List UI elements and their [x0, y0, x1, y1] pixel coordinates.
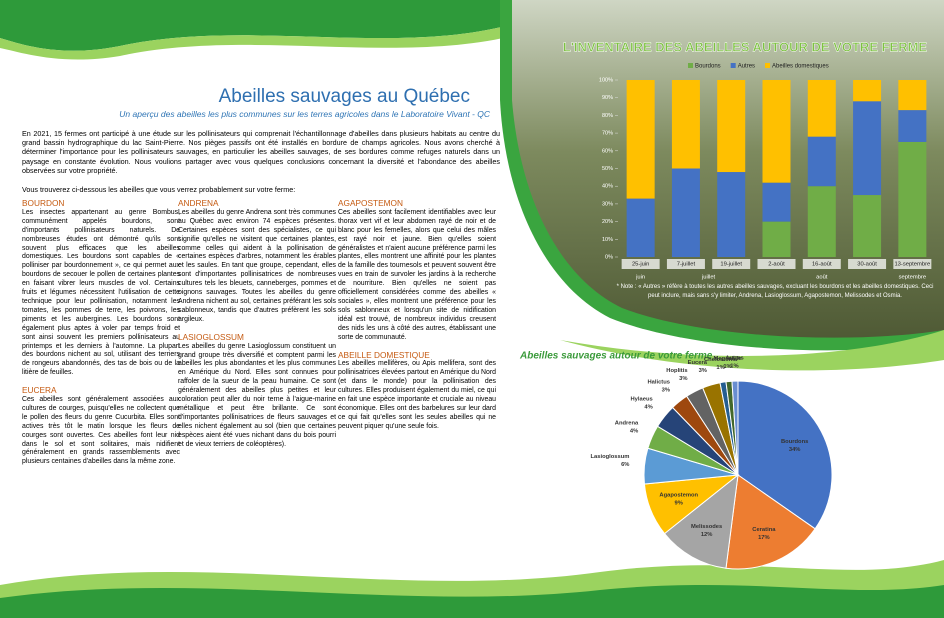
slice-label: Autres [725, 356, 743, 362]
bar-segment [853, 195, 881, 257]
bar-segment [717, 172, 745, 257]
slice-label: Ceratina [752, 527, 776, 533]
x-group-label: août [816, 275, 828, 281]
legend-label: Bourdons [695, 64, 721, 70]
section-heading: Eucera [22, 386, 180, 395]
y-tick-label: 10% [602, 237, 613, 243]
slice-value: 9% [675, 501, 683, 507]
x-tick-label: 30-août [857, 262, 877, 268]
bar-segment [717, 80, 745, 172]
slice-value: 34% [789, 447, 801, 453]
section-text: Les abeilles mellifères, ou Apis mellife… [338, 360, 496, 431]
page: L'INVENTAIRE DES ABEILLES AUTOUR DE VOTR… [0, 0, 944, 618]
slice-value: 12% [701, 532, 713, 538]
y-tick-label: 50% [602, 166, 613, 172]
bar-segment [898, 142, 926, 257]
chart-note: * Note : « Autres » réfère à toutes les … [610, 283, 940, 301]
section-text: Les abeilles du genre Andrena sont très … [178, 209, 336, 325]
bar-segment [763, 80, 791, 183]
legend-label: Abeilles domestiques [772, 64, 829, 70]
bar-segment [672, 169, 700, 258]
slice-value: 3% [662, 387, 670, 393]
bar-segment [763, 222, 791, 257]
legend-label: Autres [738, 64, 755, 70]
y-tick-label: 100% [599, 77, 613, 83]
section-text: Les abeilles du genre Lasioglossum const… [178, 343, 336, 450]
slice-value: 17% [758, 535, 770, 541]
bar-segment [808, 186, 836, 257]
slice-value: 3% [699, 368, 707, 374]
slice-value: 6% [621, 462, 629, 468]
chart-title: Abeilles sauvages autour de votre ferme [519, 351, 713, 362]
section-heading: Agapostemon [338, 199, 496, 208]
chart-title: L'INVENTAIRE DES ABEILLES AUTOUR DE VOTR… [563, 39, 928, 54]
bar-segment [627, 80, 655, 199]
section-text: Ces abeilles sont généralement associées… [22, 396, 180, 467]
column: AndrenaLes abeilles du genre Andrena son… [178, 197, 336, 451]
x-group-label: juin [635, 275, 645, 281]
subtitle: Un aperçu des abeilles les plus communes… [20, 109, 490, 119]
bar-segment [627, 199, 655, 257]
section-text: Ces abeilles sont facilement identifiabl… [338, 209, 496, 343]
x-tick-label: 13-septembre [894, 262, 930, 268]
y-tick-label: 0% [605, 254, 613, 260]
x-tick-label: 16-août [812, 262, 832, 268]
y-tick-label: 80% [602, 113, 613, 119]
y-tick-label: 70% [602, 131, 613, 137]
x-tick-label: 2-août [768, 262, 785, 268]
slice-label: Bourdons [781, 439, 808, 445]
x-group-label: juillet [701, 275, 716, 281]
slice-value: 1% [730, 364, 738, 370]
x-tick-label: 25-juin [632, 262, 649, 268]
slice-value: 4% [644, 405, 652, 411]
bar-segment [853, 101, 881, 195]
section-heading: Lasioglossum [178, 333, 336, 342]
x-tick-label: 7-juillet [677, 262, 696, 268]
legend-swatch [731, 63, 736, 68]
bar-segment [672, 80, 700, 169]
legend-swatch [688, 63, 693, 68]
y-tick-label: 60% [602, 148, 613, 154]
title: Abeilles sauvages au Québec [150, 86, 470, 108]
bar-segment [853, 80, 881, 101]
section-heading: Andrena [178, 199, 336, 208]
bar-segment [763, 183, 791, 222]
slice-label: Melissodes [691, 524, 722, 530]
column: BourdonLes insectes appartenant au genre… [22, 197, 180, 469]
legend-swatch [765, 63, 770, 68]
slice-label: Hylaeus [631, 397, 653, 403]
slice-label: Hoplitis [666, 368, 687, 374]
y-tick-label: 20% [602, 219, 613, 225]
slice-label: Agapostemon [659, 493, 698, 499]
bar-segment [808, 137, 836, 187]
slice-label: Lasioglossum [590, 454, 629, 460]
column: AgapostemonCes abeilles sont facilement … [338, 197, 496, 434]
bar-segment [898, 80, 926, 110]
slice-label: Halictus [647, 379, 670, 385]
section-text: Les insectes appartenant au genre Bombus… [22, 209, 180, 378]
section-heading: Bourdon [22, 199, 180, 208]
intro: En 2021, 15 fermes ont participé à une é… [22, 129, 500, 175]
x-tick-label: 19-juillet [720, 262, 742, 268]
slice-value: 3% [679, 376, 687, 382]
slice-label: Andrena [615, 420, 639, 426]
y-tick-label: 30% [602, 201, 613, 207]
bar-segment [808, 80, 836, 137]
y-tick-label: 40% [602, 184, 613, 190]
x-group-label: septembre [899, 275, 926, 281]
lead: Vous trouverez ci-dessous les abeilles q… [22, 185, 492, 194]
slice-value: 4% [630, 428, 638, 434]
section-heading: Abeille domestique [338, 351, 496, 360]
bar-segment [898, 110, 926, 142]
y-tick-label: 90% [602, 95, 613, 101]
